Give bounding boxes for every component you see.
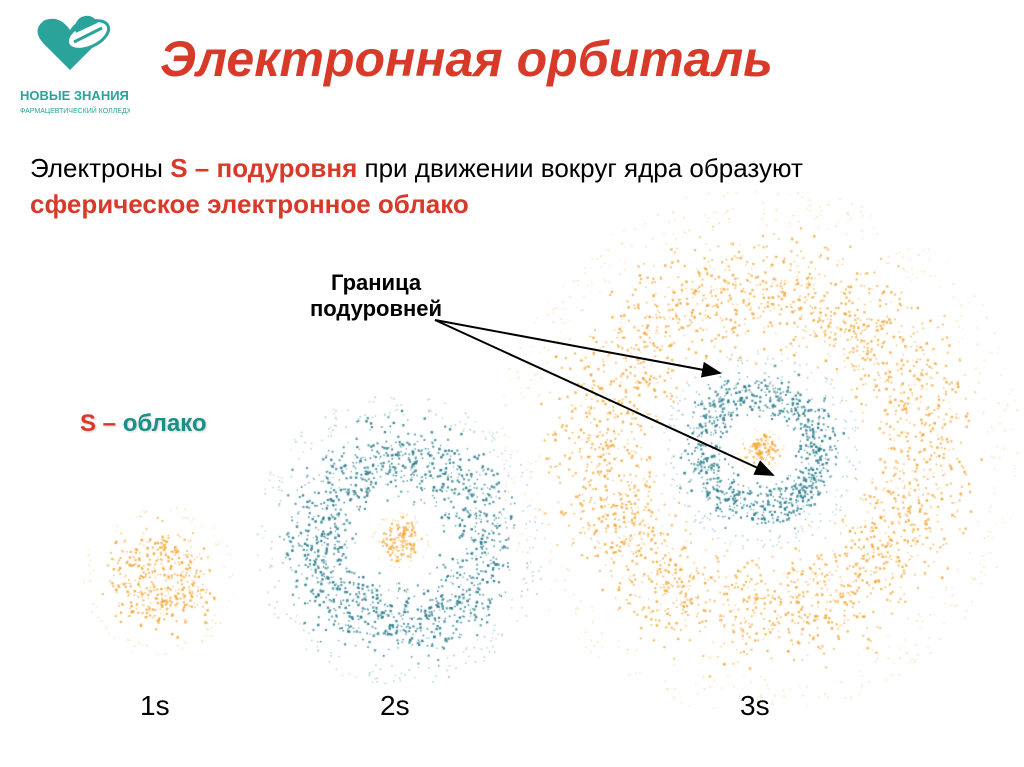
boundary-label: Граница подуровней: [310, 270, 442, 322]
boundary-line2: подуровней: [310, 296, 442, 321]
desc-part1: Электроны: [30, 153, 170, 183]
logo-svg: НОВЫЕ ЗНАНИЯ ФАРМАЦЕВТИЧЕСКИЙ КОЛЛЕДЖ: [20, 10, 130, 130]
desc-highlight-1: S – подуровня: [170, 153, 357, 183]
desc-part3: при движении вокруг ядра образуют: [357, 153, 803, 183]
orbital-label-3s: 3s: [740, 690, 770, 722]
college-logo: НОВЫЕ ЗНАНИЯ ФАРМАЦЕВТИЧЕСКИЙ КОЛЛЕДЖ: [20, 10, 130, 135]
orbital-cloud-3s: [501, 191, 1019, 709]
orbital-label-1s: 1s: [140, 690, 170, 722]
heart-pill-icon: [38, 12, 114, 70]
boundary-line1: Граница: [331, 270, 421, 295]
desc-highlight-2: сферическое электронное облако: [30, 189, 469, 219]
logo-brand-top: НОВЫЕ ЗНАНИЯ: [20, 88, 129, 103]
cloud-word: облако: [123, 410, 207, 437]
cloud-prefix: S –: [80, 410, 123, 437]
orbital-label-2s: 2s: [380, 690, 410, 722]
page-title: Электронная орбиталь: [160, 30, 773, 88]
s-cloud-label: S – облако: [80, 410, 207, 438]
logo-brand-sub: ФАРМАЦЕВТИЧЕСКИЙ КОЛЛЕДЖ: [20, 106, 130, 115]
orbital-cloud-1s: [83, 505, 233, 655]
